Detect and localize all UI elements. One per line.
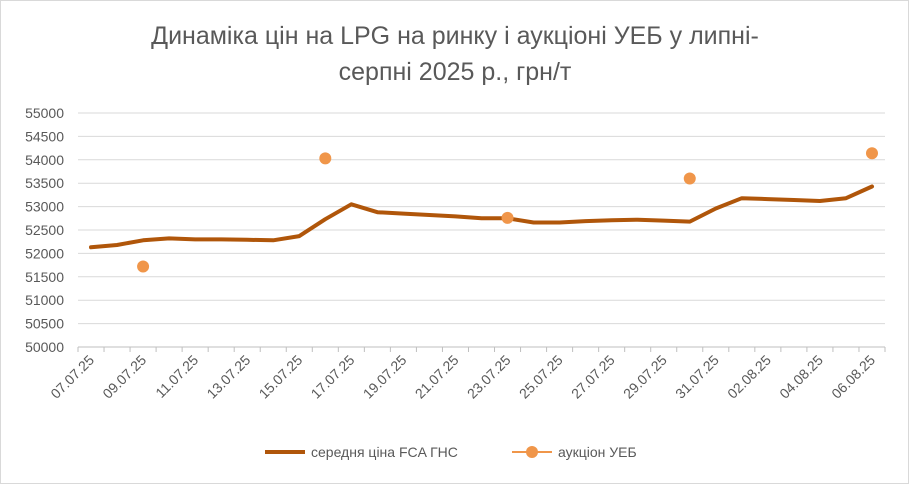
- x-tick-label: 17.07.25: [308, 352, 358, 402]
- chart-title-line-2: серпні 2025 р., грн/т: [338, 58, 572, 86]
- y-tick-label: 55000: [25, 105, 64, 121]
- x-tick-label: 15.07.25: [256, 352, 306, 402]
- chart-title: Динаміка цін на LPG на ринку і аукціоні …: [90, 18, 820, 90]
- series-line-fca: [89, 184, 874, 250]
- x-tick-label: 07.07.25: [47, 352, 97, 402]
- auction-point: [319, 152, 332, 165]
- y-tick-label: 54000: [25, 152, 64, 168]
- y-tick-label: 53500: [25, 175, 64, 191]
- auction-point: [865, 147, 878, 160]
- auction-point: [683, 172, 696, 185]
- x-tick-label: 23.07.25: [464, 352, 514, 402]
- legend-marker-swatch: [512, 446, 552, 458]
- legend-label-scatter: аукціон УЕБ: [558, 444, 637, 460]
- y-tick-label: 53000: [25, 199, 64, 215]
- legend-line-swatch: [265, 450, 305, 454]
- x-tick-label: 21.07.25: [412, 352, 462, 402]
- y-tick-label: 50500: [25, 316, 64, 332]
- chart-plot: 50000 50500 51000 51500 52000 52500 53000 53500…: [25, 105, 886, 402]
- x-tick-label: 31.07.25: [672, 352, 722, 402]
- x-tick-label: 27.07.25: [568, 352, 618, 402]
- x-tick-label: 25.07.25: [516, 352, 566, 402]
- x-tick-label: 06.08.25: [828, 352, 878, 402]
- chart-title-line-1: Динаміка цін на LPG на ринку і аукціоні …: [151, 22, 759, 50]
- auction-point: [137, 260, 150, 273]
- legend-label-line: середня ціна FCA ГНС: [311, 444, 458, 460]
- y-tick-label: 52500: [25, 222, 64, 238]
- x-tick-label: 29.07.25: [620, 352, 670, 402]
- x-tick-label: 04.08.25: [776, 352, 826, 402]
- y-tick-label: 51500: [25, 269, 64, 285]
- y-tick-label: 51000: [25, 292, 64, 308]
- legend-item-line: середня ціна FCA ГНС: [265, 440, 458, 464]
- y-tick-label: 54500: [25, 128, 64, 144]
- x-tick-label: 11.07.25: [152, 352, 201, 401]
- legend: середня ціна FCA ГНС аукціон УЕБ: [0, 440, 909, 464]
- y-tick-label: 52000: [25, 245, 64, 261]
- auction-point: [501, 211, 514, 224]
- x-tick-label: 09.07.25: [99, 352, 149, 402]
- x-tick-label: 19.07.25: [360, 352, 410, 402]
- y-tick-label: 50000: [25, 339, 64, 355]
- legend-item-scatter: аукціон УЕБ: [512, 440, 637, 464]
- x-tick-label: 02.08.25: [724, 352, 774, 402]
- x-tick-label: 13.07.25: [203, 352, 253, 402]
